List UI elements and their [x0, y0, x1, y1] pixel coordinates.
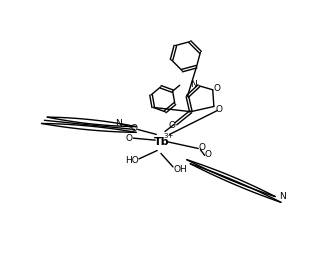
Text: HO: HO: [125, 156, 139, 165]
Text: 3+: 3+: [163, 133, 174, 139]
Text: O: O: [131, 124, 138, 133]
Text: O: O: [168, 121, 175, 130]
Text: N: N: [280, 192, 286, 201]
Text: O: O: [214, 84, 221, 93]
Text: N: N: [190, 80, 197, 89]
Text: O: O: [126, 134, 133, 143]
Text: Tb: Tb: [154, 138, 169, 147]
Text: OH: OH: [173, 165, 187, 174]
Text: O: O: [198, 143, 205, 152]
Text: O: O: [204, 150, 212, 159]
Text: O: O: [215, 105, 223, 114]
Text: N: N: [116, 119, 122, 128]
